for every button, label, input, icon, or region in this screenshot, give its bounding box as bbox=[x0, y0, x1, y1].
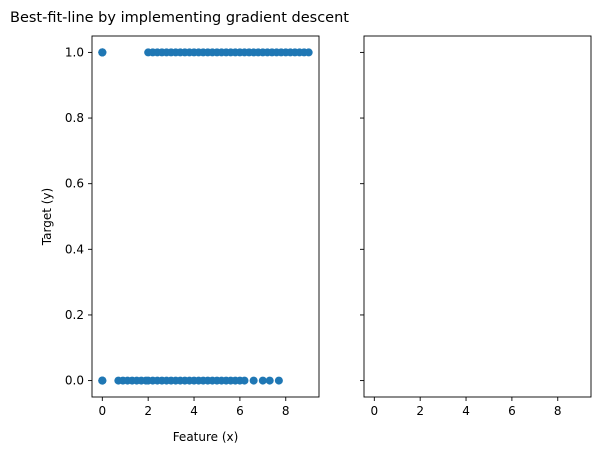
scatter-point bbox=[98, 376, 107, 385]
axes-left-frame bbox=[91, 35, 320, 398]
x-tick-label: 0 bbox=[370, 404, 378, 418]
x-tick-label: 0 bbox=[98, 404, 106, 418]
scatter-point bbox=[304, 48, 313, 57]
y-tick-label: 0.2 bbox=[65, 308, 84, 322]
figure-title: Best-fit-line by implementing gradient d… bbox=[10, 10, 349, 26]
scatter-point bbox=[258, 376, 267, 385]
y-tick-label: 1.0 bbox=[65, 45, 84, 59]
scatter-point bbox=[249, 376, 258, 385]
x-tick-label: 6 bbox=[508, 404, 516, 418]
scatter-points-left bbox=[98, 48, 313, 385]
y-tick-label: 0.0 bbox=[65, 374, 84, 388]
y-tick-label: 0.4 bbox=[65, 242, 84, 256]
x-tick-label: 4 bbox=[190, 404, 198, 418]
scatter-point bbox=[240, 376, 249, 385]
axes-left: 0 2 4 6 8 0.0 0.2 0.4 0.6 0.8 1.0 Feature (x) Tar… bbox=[40, 35, 320, 444]
x-ticks-right: 0 2 4 6 8 bbox=[370, 397, 562, 418]
x-tick-label: 2 bbox=[144, 404, 152, 418]
x-axis-label-left: Feature (x) bbox=[173, 430, 239, 444]
axes-right-frame bbox=[363, 35, 592, 398]
y-tick-label: 0.8 bbox=[65, 111, 84, 125]
y-tick-label: 0.6 bbox=[65, 177, 84, 191]
scatter-point bbox=[274, 376, 283, 385]
y-ticks-left: 0.0 0.2 0.4 0.6 0.8 1.0 bbox=[65, 45, 92, 388]
x-tick-label: 2 bbox=[416, 404, 424, 418]
x-tick-label: 4 bbox=[462, 404, 470, 418]
x-tick-label: 6 bbox=[236, 404, 244, 418]
y-axis-label-left: Target (y) bbox=[40, 188, 54, 246]
x-tick-label: 8 bbox=[554, 404, 562, 418]
y-ticks-right bbox=[360, 51, 364, 382]
scatter-point bbox=[265, 376, 274, 385]
axes-right: 0 2 4 6 8 bbox=[360, 35, 592, 418]
scatter-point bbox=[98, 48, 107, 57]
x-ticks-left: 0 2 4 6 8 bbox=[98, 397, 290, 418]
x-tick-label: 8 bbox=[282, 404, 290, 418]
